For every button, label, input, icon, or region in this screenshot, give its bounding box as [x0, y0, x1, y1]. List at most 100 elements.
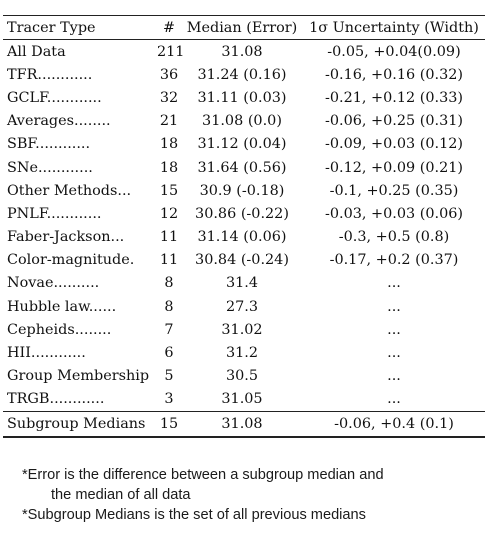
summary-tracer-type: Subgroup Medians [3, 411, 157, 437]
cell-count: 7 [164, 321, 174, 338]
cell-uncertainty: -0.21, +0.12 (0.33) [325, 89, 463, 106]
cell-median-error: 31.02 [221, 321, 263, 338]
cell-uncertainty: -0.05, +0.04(0.09) [303, 39, 485, 64]
header-count: # [157, 15, 181, 40]
header-tracer-type: Tracer Type [3, 15, 157, 40]
cell-count: 8 [164, 298, 174, 315]
cell-uncertainty: ... [387, 368, 401, 385]
cell-tracer-type: TRGB............ [7, 391, 105, 408]
table-row: Novae.......... 8 31.4... [3, 272, 485, 295]
cell-uncertainty: ... [387, 321, 401, 338]
cell-uncertainty: ... [387, 298, 401, 315]
summary-median: 31.08 [181, 411, 303, 437]
cell-uncertainty: -0.03, +0.03 (0.06) [325, 205, 463, 222]
table-row: Group Membership 5 30.5... [3, 365, 485, 388]
table-row: HII............ 6 31.2... [3, 341, 485, 364]
table-row: Cepheids........ 7 31.02... [3, 318, 485, 341]
cell-count: 11 [159, 229, 179, 246]
cell-tracer-type: Color-magnitude. [7, 252, 135, 269]
cell-uncertainty: -0.1, +0.25 (0.35) [329, 182, 459, 199]
cell-median-error: 27.3 [225, 298, 259, 315]
cell-median-error: 31.4 [225, 275, 259, 292]
cell-uncertainty: -0.17, +0.2 (0.37) [329, 252, 459, 269]
cell-uncertainty: ... [387, 391, 401, 408]
cell-count: 18 [159, 159, 179, 176]
cell-tracer-type: Group Membership [7, 368, 150, 385]
table-row: PNLF............ 12 30.86 (-0.22) -0.03, +0… [3, 202, 485, 225]
cell-uncertainty: -0.09, +0.03 (0.12) [325, 136, 463, 153]
table-notes: *Error is the difference between a subgr… [22, 465, 492, 525]
cell-count: 11 [159, 252, 179, 269]
note-subgroup-medians: *Subgroup Medians is the set of all prev… [22, 505, 492, 525]
cell-uncertainty: -0.06, +0.25 (0.31) [325, 113, 463, 130]
table-row: TFR............ 36 31.24 (0.16) -0.16, +0.1… [3, 63, 485, 86]
results-table-container: Tracer Type # Median (Error) 1σ Uncertai… [3, 15, 485, 437]
note-error: *Error is the difference between a subgr… [22, 465, 492, 505]
cell-tracer-type: TFR............ [7, 66, 93, 83]
cell-tracer-type: GCLF............ [7, 89, 102, 106]
note-error-line1: *Error is the difference between a subgr… [22, 467, 384, 483]
cell-count: 12 [159, 205, 179, 222]
cell-median-error: 30.9 (-0.18) [199, 182, 285, 199]
cell-median-error: 31.08 (0.0) [202, 113, 282, 130]
table-row: All Data 211 31.08 -0.05, +0.04(0.09) [3, 39, 485, 64]
cell-count: 15 [159, 182, 179, 199]
header-uncertainty-width: 1σ Uncertainty (Width) [303, 15, 485, 40]
cell-median-error: 30.84 (-0.24) [195, 252, 289, 269]
cell-median-error: 31.64 (0.56) [197, 159, 287, 176]
cell-tracer-type: PNLF............ [7, 205, 102, 222]
cell-uncertainty: -0.12, +0.09 (0.21) [325, 159, 463, 176]
cell-uncertainty: -0.16, +0.16 (0.32) [325, 66, 463, 83]
cell-median-error: 30.5 [225, 368, 259, 385]
cell-count: 5 [164, 368, 174, 385]
cell-median-error: 31.12 (0.04) [197, 136, 287, 153]
cell-count: 21 [159, 113, 179, 130]
cell-count: 8 [164, 275, 174, 292]
header-median-error: Median (Error) [181, 15, 303, 40]
table-header-row: Tracer Type # Median (Error) 1σ Uncertai… [3, 15, 485, 40]
summary-row: Subgroup Medians 15 31.08 -0.06, +0.4 (0… [3, 411, 485, 437]
cell-median-error: 31.14 (0.06) [197, 229, 287, 246]
cell-median-error: 31.11 (0.03) [197, 89, 287, 106]
table-row: Hubble law...... 8 27.3... [3, 295, 485, 318]
cell-tracer-type: Other Methods... [7, 182, 132, 199]
summary-uncertainty: -0.06, +0.4 (0.1) [303, 411, 485, 437]
cell-tracer-type: Hubble law...... [7, 298, 117, 315]
cell-count: 211 [157, 39, 184, 64]
table-row: Averages........ 21 31.08 (0.0) -0.06, +0.2… [3, 110, 485, 133]
table-body: All Data 211 31.08 -0.05, +0.04(0.09) TFR...… [3, 39, 485, 412]
cell-median-error: 31.2 [225, 345, 259, 362]
cell-tracer-type: All Data [3, 39, 157, 64]
cell-tracer-type: HII............ [7, 345, 86, 362]
cell-count: 18 [159, 136, 179, 153]
cell-median-error: 31.05 [221, 391, 263, 408]
table-row: GCLF............ 32 31.11 (0.03) -0.21, +0.… [3, 86, 485, 109]
cell-tracer-type: Faber-Jackson... [7, 229, 125, 246]
cell-tracer-type: Novae.......... [7, 275, 100, 292]
cell-uncertainty: -0.3, +0.5 (0.8) [338, 229, 450, 246]
cell-median-error: 31.08 [181, 39, 303, 64]
cell-tracer-type: Cepheids........ [7, 321, 112, 338]
cell-median-error: 31.24 (0.16) [197, 66, 287, 83]
table-row: Other Methods... 15 30.9 (-0.18) -0.1, +0.2… [3, 179, 485, 202]
table-row: Faber-Jackson... 11 31.14 (0.06) -0.3, +0.5… [3, 226, 485, 249]
cell-tracer-type: SNe............ [7, 159, 93, 176]
table-row: SBF............ 18 31.12 (0.04) -0.09, +0.0… [3, 133, 485, 156]
cell-count: 6 [164, 345, 174, 362]
table-row: SNe............ 18 31.64 (0.56) -0.12, +0.0… [3, 156, 485, 179]
cell-count: 36 [159, 66, 179, 83]
summary-count: 15 [157, 411, 181, 437]
cell-uncertainty: ... [387, 275, 401, 292]
table-row: TRGB............ 3 31.05... [3, 388, 485, 412]
results-table: Tracer Type # Median (Error) 1σ Uncertai… [3, 15, 485, 437]
cell-count: 32 [159, 89, 179, 106]
cell-tracer-type: Averages........ [7, 113, 111, 130]
note-error-line2: the median of all data [51, 487, 191, 503]
note-subgroup-line1: *Subgroup Medians is the set of all prev… [22, 507, 366, 523]
cell-uncertainty: ... [387, 345, 401, 362]
cell-tracer-type: SBF............ [7, 136, 91, 153]
table-bottom-rule [3, 437, 485, 438]
cell-median-error: 30.86 (-0.22) [195, 205, 289, 222]
cell-count: 3 [164, 391, 174, 408]
table-row: Color-magnitude. 11 30.84 (-0.24) -0.17, +0… [3, 249, 485, 272]
